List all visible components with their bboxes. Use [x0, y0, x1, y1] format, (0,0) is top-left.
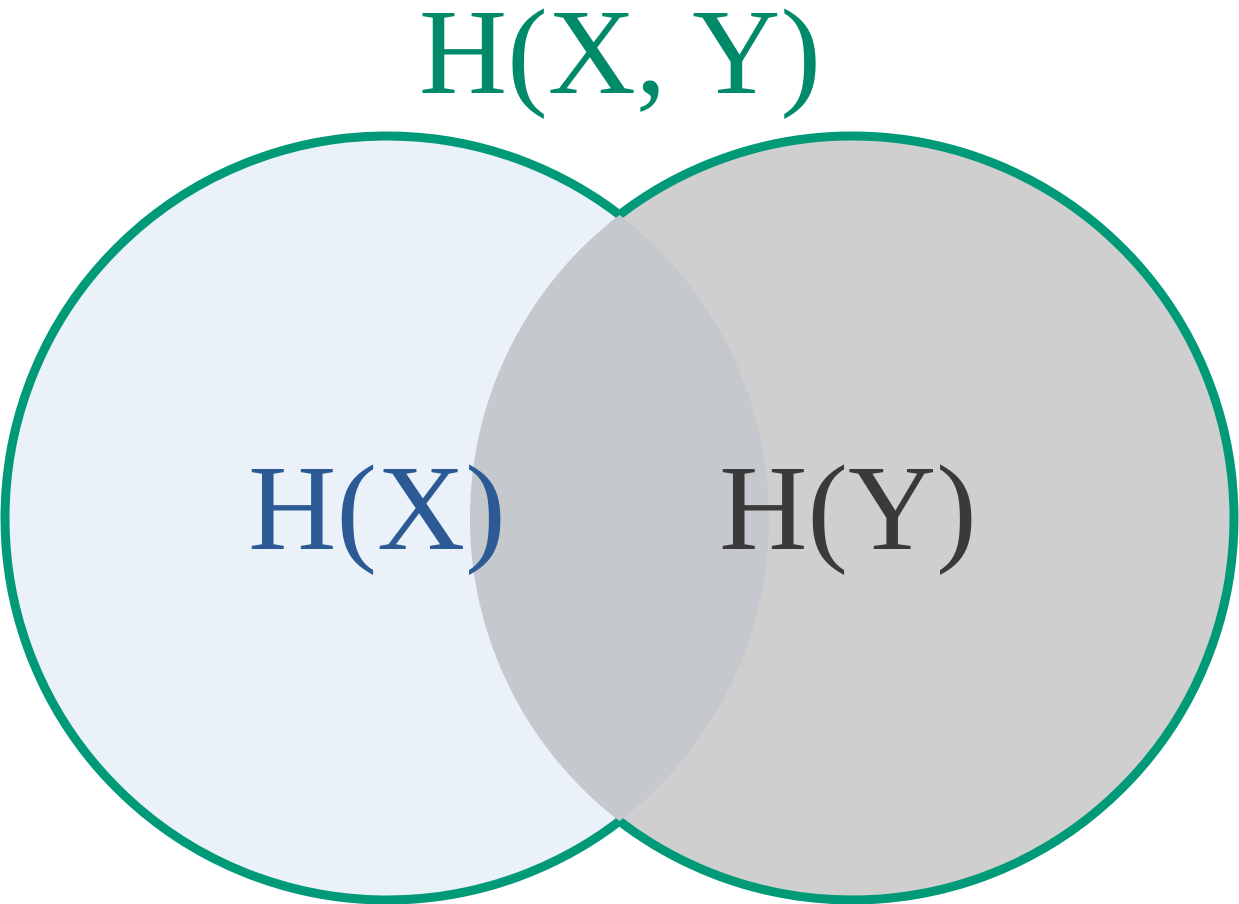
set-y-label: H(Y) — [719, 441, 976, 576]
joint-outline — [0, 131, 1239, 904]
title-label: H(X, Y) — [419, 0, 821, 120]
outline-right-arc — [465, 131, 1239, 904]
set-x-label: H(X) — [248, 441, 505, 576]
outline-left-arc — [0, 131, 774, 904]
intersection-region — [470, 136, 769, 900]
